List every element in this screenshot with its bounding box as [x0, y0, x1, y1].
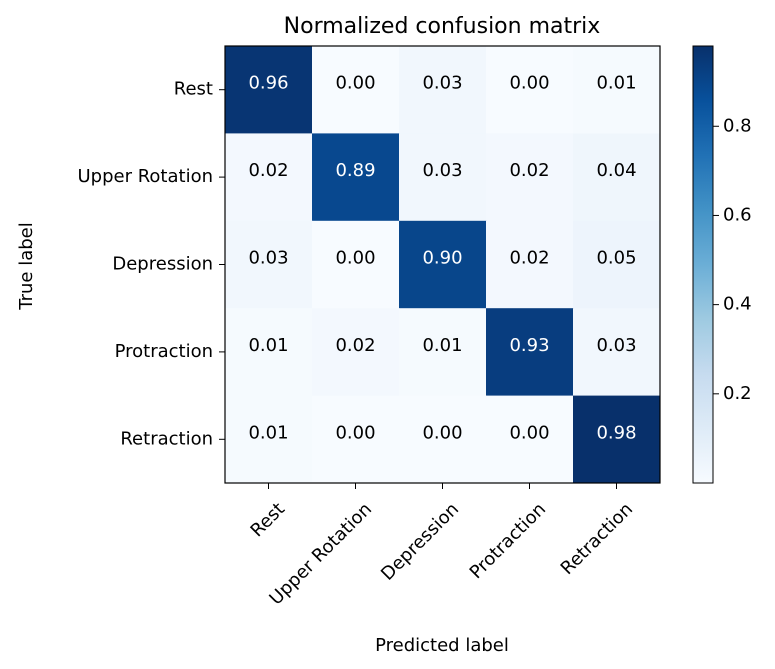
cell-value-label: 0.02 [509, 248, 549, 269]
cell-value-label: 0.93 [509, 335, 549, 356]
heatmap-cell [573, 308, 661, 397]
y-tick-label: Rest [174, 79, 213, 100]
heatmap-cell [399, 133, 487, 222]
colorbar-tick-label: 0.2 [723, 383, 752, 404]
heatmap-cell [312, 220, 400, 309]
y-axis-label: True label [16, 222, 37, 311]
heatmap-cell [225, 395, 313, 484]
colorbar-tick-label: 0.4 [723, 294, 752, 315]
cell-value-label: 0.03 [422, 160, 462, 181]
heatmap-cell [312, 395, 400, 484]
colorbar-tick-label: 0.6 [723, 204, 752, 225]
heatmap-cell [486, 133, 574, 222]
cell-value-label: 0.00 [335, 73, 375, 94]
cell-value-label: 0.01 [596, 73, 636, 94]
cell-value-label: 0.89 [335, 160, 375, 181]
heatmap-cell [225, 220, 313, 309]
heatmap-cell [486, 308, 574, 397]
heatmap-cell [399, 308, 487, 397]
heatmap-cell [486, 395, 574, 484]
heatmap-cell [312, 46, 400, 134]
y-tick-label: Upper Rotation [77, 166, 213, 187]
heatmap-cell [573, 133, 661, 222]
cell-value-label: 0.01 [248, 335, 288, 356]
cell-value-label: 0.00 [335, 248, 375, 269]
cell-value-label: 0.90 [422, 248, 462, 269]
heatmap-cell [399, 395, 487, 484]
cell-value-label: 0.00 [509, 422, 549, 443]
cell-value-label: 0.96 [248, 73, 288, 94]
heatmap-cells [225, 46, 661, 484]
y-tick-label: Protraction [115, 341, 213, 362]
cell-value-label: 0.00 [335, 422, 375, 443]
cell-value-label: 0.01 [422, 335, 462, 356]
cell-value-label: 0.02 [335, 335, 375, 356]
colorbar-ticks: 0.2 0.4 0.6 0.8 [713, 115, 752, 404]
cell-value-label: 0.04 [596, 160, 636, 181]
heatmap-cell [312, 308, 400, 397]
cell-value-label: 0.03 [422, 73, 462, 94]
y-axis-ticks: Rest Upper Rotation Depression Protraction R… [77, 79, 225, 449]
cell-value-label: 0.02 [248, 160, 288, 181]
heatmap-cell [225, 308, 313, 397]
cell-value-label: 0.00 [422, 422, 462, 443]
cell-value-label: 0.98 [596, 422, 636, 443]
cell-value-label: 0.03 [248, 248, 288, 269]
heatmap-cell [399, 46, 487, 134]
cell-value-label: 0.03 [596, 335, 636, 356]
heatmap-cell-labels: 0.96 0.00 0.03 0.00 0.01 0.02 0.89 0.03 0.02 0.04… [248, 73, 636, 444]
heatmap-cell [399, 220, 487, 309]
x-axis-label: Predicted label [375, 635, 509, 656]
heatmap-cell [573, 395, 661, 484]
colorbar-tick-label: 0.8 [723, 115, 752, 136]
cell-value-label: 0.01 [248, 422, 288, 443]
heatmap-cell [225, 133, 313, 222]
y-tick-label: Retraction [120, 428, 213, 449]
cell-value-label: 0.02 [509, 160, 549, 181]
cell-value-label: 0.00 [509, 73, 549, 94]
heatmap-cell [486, 220, 574, 309]
heatmap-cell [573, 46, 661, 134]
colorbar [692, 45, 714, 484]
cell-value-label: 0.05 [596, 248, 636, 269]
heatmap-cell [573, 220, 661, 309]
heatmap-cell [486, 46, 574, 134]
heatmap-cell [225, 46, 313, 134]
chart-title: Normalized confusion matrix [284, 14, 601, 39]
y-tick-label: Depression [112, 254, 213, 275]
heatmap-cell [312, 133, 400, 222]
